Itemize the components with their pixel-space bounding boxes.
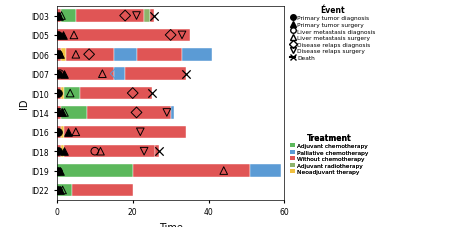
Point	[72, 130, 80, 134]
Point	[150, 15, 157, 18]
Point	[85, 53, 93, 57]
Point	[58, 15, 65, 18]
Bar	[182, 49, 212, 61]
Bar	[64, 87, 80, 100]
Point	[56, 73, 64, 76]
Point	[70, 34, 78, 37]
Bar	[57, 49, 61, 61]
Bar	[64, 145, 155, 158]
Bar	[66, 49, 114, 61]
Point	[56, 111, 64, 115]
Bar	[57, 145, 61, 158]
Bar	[57, 30, 190, 42]
Bar	[57, 126, 61, 138]
Point	[178, 34, 186, 37]
Point	[56, 53, 64, 57]
Point	[112, 73, 119, 76]
Point	[155, 150, 163, 153]
Point	[129, 92, 137, 95]
Point	[54, 92, 62, 95]
Point	[54, 34, 62, 37]
Bar	[61, 145, 64, 158]
Bar	[155, 145, 159, 158]
Point	[133, 111, 140, 115]
Legend: Adjuvant chemotherapy, Palliative chemotherapy, Without chemotherapy, Adjuvant r: Adjuvant chemotherapy, Palliative chemot…	[290, 133, 369, 175]
Bar	[57, 10, 61, 23]
Bar	[80, 87, 152, 100]
Point	[56, 169, 64, 173]
Bar	[125, 68, 186, 81]
X-axis label: Time: Time	[159, 222, 182, 227]
Point	[55, 15, 63, 18]
Bar	[57, 184, 72, 196]
Bar	[61, 49, 66, 61]
Y-axis label: ID: ID	[18, 98, 28, 109]
Bar	[76, 10, 144, 23]
Bar	[57, 107, 61, 119]
Point	[59, 188, 66, 192]
Point	[54, 130, 62, 134]
Bar	[133, 165, 250, 177]
Bar	[171, 107, 174, 119]
Point	[54, 150, 62, 153]
Point	[182, 73, 190, 76]
Point	[99, 73, 106, 76]
Point	[163, 111, 171, 115]
Point	[148, 92, 155, 95]
Point	[140, 150, 148, 153]
Point	[220, 169, 228, 173]
Point	[97, 150, 104, 153]
Point	[91, 150, 99, 153]
Point	[137, 130, 144, 134]
Point	[167, 34, 174, 37]
Point	[56, 188, 64, 192]
Point	[54, 169, 62, 173]
Bar	[114, 68, 125, 81]
Bar	[57, 68, 114, 81]
Bar	[87, 107, 171, 119]
Point	[54, 73, 62, 76]
Bar	[72, 184, 133, 196]
Point	[54, 111, 61, 115]
Bar	[61, 10, 76, 23]
Bar	[57, 165, 133, 177]
Bar	[57, 87, 61, 100]
Point	[133, 15, 140, 18]
Point	[59, 34, 66, 37]
Bar	[61, 126, 64, 138]
Point	[61, 73, 68, 76]
Point	[54, 188, 62, 192]
Bar	[144, 10, 150, 23]
Bar	[250, 165, 281, 177]
Bar	[137, 49, 182, 61]
Bar	[61, 87, 64, 100]
Point	[58, 111, 65, 115]
Point	[121, 15, 129, 18]
Bar	[61, 107, 87, 119]
Point	[54, 53, 62, 57]
Point	[54, 15, 61, 18]
Bar	[64, 126, 186, 138]
Point	[72, 53, 80, 57]
Bar	[150, 10, 154, 23]
Point	[66, 92, 74, 95]
Point	[64, 130, 72, 134]
Bar	[114, 49, 137, 61]
Point	[61, 111, 68, 115]
Point	[61, 150, 68, 153]
